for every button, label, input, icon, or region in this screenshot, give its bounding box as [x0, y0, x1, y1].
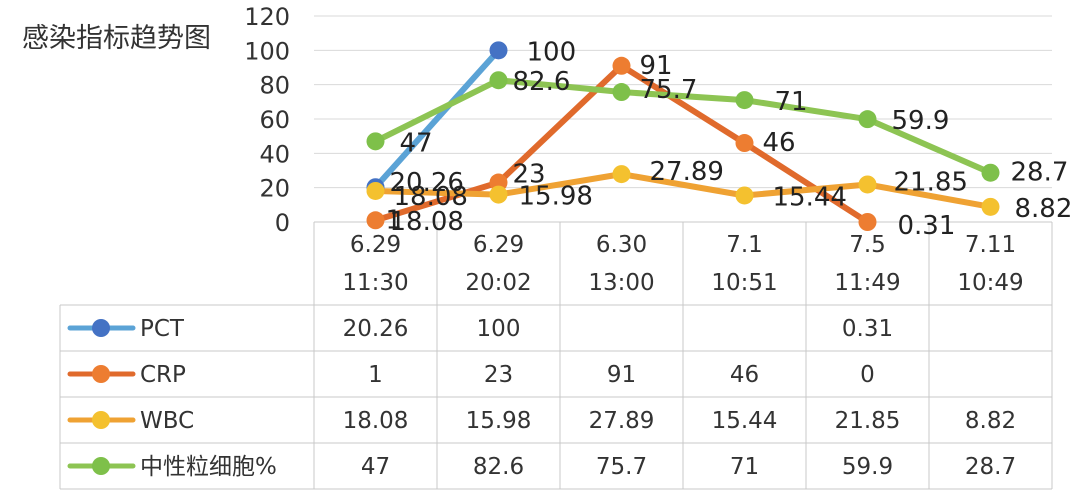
data-label: 15.98 — [519, 182, 593, 212]
data-label: 27.89 — [650, 157, 724, 187]
data-point — [612, 165, 631, 184]
x-tick-label: 7.11 — [965, 232, 1016, 258]
x-tick-label: 13:00 — [588, 270, 654, 296]
table-cell: 91 — [607, 362, 636, 388]
x-tick-label: 6.29 — [350, 232, 401, 258]
data-label: 82.6 — [513, 67, 571, 97]
x-tick-label: 7.1 — [726, 232, 763, 258]
data-point — [981, 163, 1000, 182]
y-tick-label: 0 — [275, 209, 290, 237]
table-cell: 47 — [361, 454, 390, 480]
x-tick-label: 10:51 — [711, 270, 777, 296]
table-cell: 8.82 — [965, 408, 1016, 434]
x-tick-label: 7.5 — [849, 232, 886, 258]
table-cell: 27.89 — [589, 408, 655, 434]
data-point — [366, 181, 385, 200]
legend-key-marker — [92, 457, 110, 475]
x-tick-label: 11:49 — [834, 270, 900, 296]
data-point — [735, 186, 754, 205]
data-label: 23 — [513, 160, 546, 190]
data-point — [489, 71, 508, 90]
table-cell: 20.26 — [343, 316, 409, 342]
y-axis: 0 20 40 60 80 100 120 — [244, 3, 290, 237]
table-cell: 1 — [368, 362, 383, 388]
y-tick-label: 60 — [259, 106, 290, 134]
data-point — [366, 211, 385, 230]
table-cell: 59.9 — [842, 454, 893, 480]
table-cell: 82.6 — [473, 454, 524, 480]
data-label: 91 — [640, 51, 673, 81]
table-cell: 15.98 — [466, 408, 532, 434]
y-tick-label: 20 — [259, 175, 290, 203]
data-point — [489, 185, 508, 204]
data-label: 21.85 — [894, 167, 968, 197]
table-cell: 23 — [484, 362, 513, 388]
data-label: 47 — [400, 128, 433, 158]
x-tick-label: 20:02 — [465, 270, 531, 296]
data-point — [366, 132, 385, 151]
chart-title: 感染指标趋势图 — [22, 23, 211, 54]
table-cell: 18.08 — [343, 408, 409, 434]
legend-key-marker — [92, 411, 110, 429]
y-tick-label: 40 — [259, 140, 290, 168]
x-tick-label: 6.29 — [473, 232, 524, 258]
table-cell: 100 — [477, 316, 521, 342]
y-tick-label: 120 — [244, 3, 290, 31]
data-label: 28.7 — [1011, 158, 1069, 188]
legend-entry: CRP — [140, 362, 186, 388]
data-label: 18.08 — [390, 207, 464, 237]
data-point — [735, 91, 754, 110]
data-point — [489, 41, 508, 60]
data-point — [612, 83, 631, 102]
data-label: 100 — [527, 37, 577, 67]
x-tick-label: 11:30 — [342, 270, 408, 296]
series-line — [372, 171, 994, 210]
data-label: 46 — [763, 128, 796, 158]
table-cell: 46 — [730, 362, 759, 388]
table-cell: 21.85 — [835, 408, 901, 434]
table-cell: 71 — [730, 454, 759, 480]
series-markers — [366, 41, 1000, 231]
series-line — [372, 77, 994, 176]
data-point — [735, 134, 754, 153]
x-tick-label: 6.30 — [596, 232, 647, 258]
data-label: 15.44 — [773, 182, 847, 212]
data-label: 18.08 — [394, 182, 468, 212]
data-label: 8.82 — [1015, 194, 1073, 224]
table-cell: 0.31 — [842, 316, 893, 342]
data-label: 75.7 — [640, 75, 698, 105]
legend-entry: PCT — [140, 316, 185, 342]
data-labels: 20.26 100 1 23 91 46 18.08 15.98 27.89 15.44 21.85… — [386, 37, 1073, 241]
data-label: 20.26 — [390, 168, 464, 198]
y-tick-label: 80 — [259, 72, 290, 100]
data-point — [981, 197, 1000, 216]
data-point — [858, 175, 877, 194]
data-point — [612, 56, 631, 75]
table-cell: 15.44 — [712, 408, 778, 434]
data-label: 71 — [775, 87, 808, 117]
table-cell: 0 — [860, 362, 875, 388]
data-label: 59.9 — [892, 106, 950, 136]
y-tick-label: 100 — [244, 37, 290, 65]
data-label: 1 — [386, 205, 403, 235]
legend-entry: WBC — [140, 408, 194, 434]
data-point — [858, 213, 877, 231]
legend-key-marker — [92, 319, 110, 337]
series-line — [372, 47, 502, 191]
data-point — [858, 110, 877, 129]
table-cell: 28.7 — [965, 454, 1016, 480]
legend-entry: 中性粒细胞% — [140, 454, 277, 480]
x-tick-label: 10:49 — [957, 270, 1023, 296]
data-label: 0.31 — [898, 211, 956, 241]
legend-key-marker — [92, 365, 110, 383]
data-table: 6.2911:306.2920:026.3013:007.110:517.511… — [59, 221, 1053, 490]
table-cell: 75.7 — [596, 454, 647, 480]
